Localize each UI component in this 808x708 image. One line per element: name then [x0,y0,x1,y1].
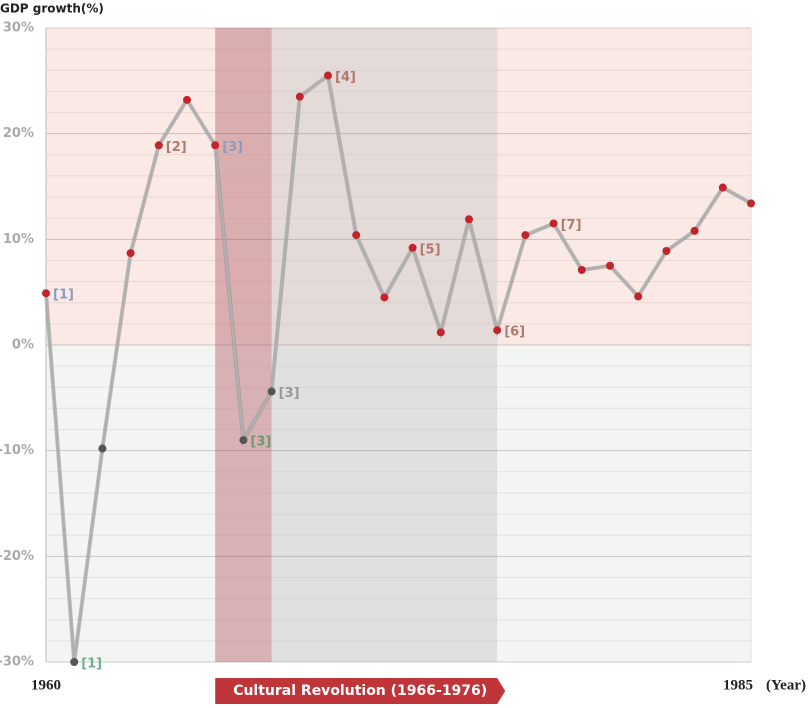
annotation: [3] [250,435,271,450]
point [126,249,135,258]
point [352,231,361,240]
range-banner [215,678,506,704]
annotation: [4] [335,70,356,85]
x-axis-label: (Year) [766,677,806,693]
y-tick-label: 30% [3,21,34,36]
point [98,444,107,453]
annotation: [5] [420,242,441,257]
y-tick-label: -30% [0,655,34,670]
point [154,141,163,150]
annotation: [3] [222,140,243,155]
y-tick-label: 20% [3,126,34,141]
point [718,183,727,192]
point [380,293,389,302]
shaded-range [215,28,272,662]
point [211,141,220,150]
line [44,73,752,663]
point [493,326,502,335]
x-tick-label: 1985 [723,677,753,693]
range-label: Cultural Revolution (1966-1976) [233,683,487,699]
point [634,292,643,301]
y-tick-label: 10% [3,232,34,247]
point [267,387,276,396]
x-tick-label: 1960 [31,677,61,693]
point [521,231,530,240]
annotation: [7] [561,218,582,233]
point [239,436,248,445]
y-tick-label: 0% [12,338,34,353]
point [747,199,755,208]
shaded-range [215,28,498,662]
annotation: [2] [166,140,187,155]
point [183,95,191,104]
annotation: [6] [504,325,525,340]
point [70,658,79,666]
point [662,246,671,255]
point [606,261,614,270]
point [324,71,332,80]
point [295,92,304,101]
y-tick-label: -20% [0,549,34,564]
point [690,226,699,235]
point [436,328,445,337]
point [577,265,586,274]
y-axis-label: GDP growth(%) [0,2,104,16]
annotation: [1] [81,657,102,672]
negative-background [46,345,751,662]
point [42,289,50,298]
annotation: [3] [279,386,300,401]
y-tick-label: -10% [0,443,34,458]
point [408,243,417,252]
point [465,215,473,224]
annotation: [1] [53,288,74,303]
point [549,219,558,228]
